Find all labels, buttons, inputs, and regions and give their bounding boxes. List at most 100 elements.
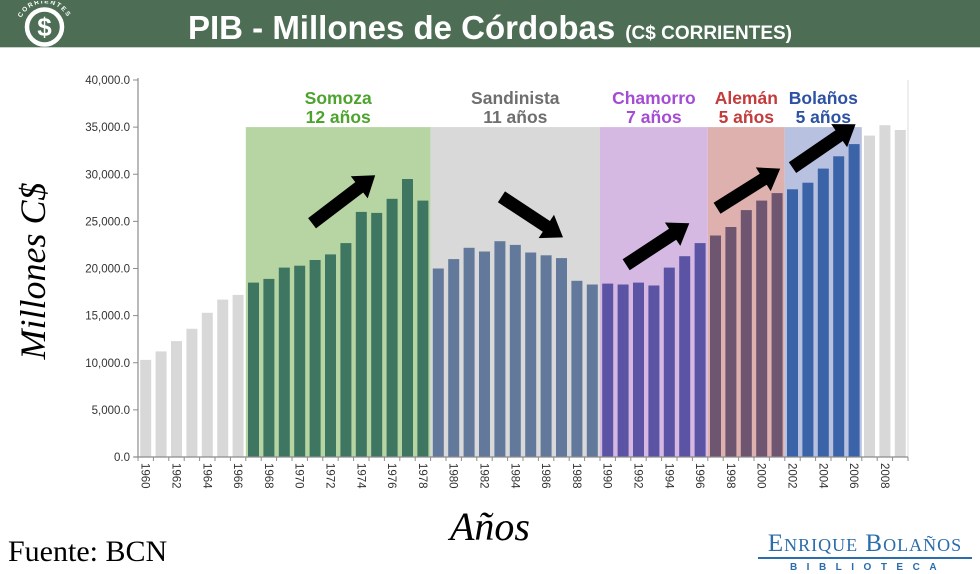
bar-1967 xyxy=(248,282,259,457)
era-label-chamorro: Chamorro xyxy=(612,88,696,108)
bar-1969 xyxy=(278,267,290,457)
bar-2000 xyxy=(756,200,768,457)
bar-1961 xyxy=(155,351,167,457)
bar-1991 xyxy=(617,284,629,457)
bar-1963 xyxy=(186,328,198,457)
x-tick-label: 1974 xyxy=(354,463,366,489)
page-subtitle: (C$ CORRIENTES) xyxy=(625,23,792,44)
x-tick-label: 1968 xyxy=(262,463,274,489)
bar-1976 xyxy=(386,198,398,458)
enrique-bolanos-biblioteca-logo: Enrique Bolaños BIBLIOTECA xyxy=(758,531,972,573)
era-label-alemán: Alemán xyxy=(715,88,778,108)
bar-1990 xyxy=(602,283,614,457)
x-tick-label: 1980 xyxy=(447,463,459,489)
bar-1993 xyxy=(648,285,660,457)
era-label-bolaños-duration: 5 años xyxy=(796,107,852,127)
bar-1980 xyxy=(448,259,460,457)
x-tick-label: 2008 xyxy=(878,463,890,489)
bar-1960 xyxy=(140,359,152,457)
bar-1970 xyxy=(294,265,306,457)
x-tick-label: 2000 xyxy=(755,463,767,489)
x-tick-label: 1970 xyxy=(293,463,305,489)
x-tick-label: 2004 xyxy=(816,463,828,489)
trend-arrow-up-right xyxy=(308,175,376,229)
bar-2004 xyxy=(817,168,829,457)
y-tick-label: 35,000.0 xyxy=(85,122,130,134)
header-title-group: PIB - Millones de Córdobas (C$ CORRIENTE… xyxy=(0,0,980,47)
y-axis-title: Millones C$ xyxy=(13,182,53,360)
logo-name: Enrique Bolaños xyxy=(758,531,972,559)
bar-1999 xyxy=(740,210,752,457)
x-tick-label: 1996 xyxy=(693,463,705,489)
era-label-sandinista: Sandinista xyxy=(471,88,560,108)
x-axis-ticks: 1960 1962 1964 1966 1968 1970 1972 1974 1976 1978… xyxy=(137,457,909,489)
y-tick-label: 0.0 xyxy=(114,452,130,464)
y-tick-label: 30,000.0 xyxy=(85,169,130,181)
bar-1972 xyxy=(325,254,336,457)
bar-1995 xyxy=(679,256,691,457)
bar-1979 xyxy=(432,268,444,457)
bar-2001 xyxy=(771,193,783,457)
trend-arrow-up-right xyxy=(788,124,856,173)
x-tick-label: 1972 xyxy=(324,463,336,489)
bar-1994 xyxy=(663,267,675,457)
x-tick-label: 1988 xyxy=(570,463,582,489)
svg-text:$: $ xyxy=(37,12,52,42)
bar-1965 xyxy=(217,299,229,457)
x-tick-label: 1960 xyxy=(139,463,151,489)
bar-1966 xyxy=(232,294,244,457)
logo-subtitle: BIBLIOTECA xyxy=(789,562,947,573)
bar-1983 xyxy=(494,241,506,457)
x-tick-label: 1990 xyxy=(601,463,613,489)
x-tick-label: 2002 xyxy=(786,463,798,489)
trend-arrows xyxy=(308,124,856,271)
era-label-somoza-duration: 12 años xyxy=(306,107,371,127)
x-tick-label: 1986 xyxy=(539,463,551,489)
bar-1978 xyxy=(417,200,429,457)
x-tick-label: 2006 xyxy=(847,463,859,489)
bar-2005 xyxy=(833,156,845,458)
x-tick-label: 1994 xyxy=(662,463,674,489)
bar-1986 xyxy=(540,255,552,457)
bar-1984 xyxy=(509,244,521,457)
bar-1985 xyxy=(525,252,537,457)
bar-1975 xyxy=(371,212,383,457)
era-label-somoza: Somoza xyxy=(305,88,372,108)
bar-1964 xyxy=(201,312,213,457)
x-tick-label: 1978 xyxy=(416,463,428,489)
bars xyxy=(140,125,906,458)
bar-2006 xyxy=(848,144,860,457)
header-bar: $ CORRIENTES PIB - Millones de Córdobas … xyxy=(0,0,980,48)
bar-2008 xyxy=(879,125,891,457)
bar-1998 xyxy=(725,227,737,457)
y-tick-label: 25,000.0 xyxy=(85,216,130,228)
bar-1982 xyxy=(479,251,490,457)
era-label-chamorro-duration: 7 años xyxy=(626,107,682,127)
axes xyxy=(134,78,908,458)
bar-2002 xyxy=(787,189,798,458)
bar-1977 xyxy=(402,179,413,457)
x-tick-label: 1976 xyxy=(385,463,397,489)
bar-1988 xyxy=(571,280,583,457)
bar-1973 xyxy=(340,243,352,457)
era-label-alemán-duration: 5 años xyxy=(719,107,775,127)
bar-1989 xyxy=(586,284,598,457)
y-tick-label: 15,000.0 xyxy=(85,311,130,323)
bar-1974 xyxy=(355,211,367,457)
bar-2007 xyxy=(864,135,875,457)
y-tick-label: 5,000.0 xyxy=(92,405,130,417)
y-axis-ticks: 0.0 5,000.0 10,000.0 15,000.0 20,000.0 25,000… xyxy=(85,75,138,464)
x-tick-label: 1966 xyxy=(231,463,243,489)
bar-2009 xyxy=(894,130,906,457)
era-label-bolaños: Bolaños xyxy=(789,88,858,108)
bar-1971 xyxy=(309,260,321,457)
x-tick-label: 1998 xyxy=(724,463,736,489)
bar-1992 xyxy=(633,282,644,457)
y-tick-label: 10,000.0 xyxy=(85,358,130,370)
bar-1997 xyxy=(710,235,721,457)
x-tick-label: 1982 xyxy=(478,463,490,489)
trend-arrow-down-right xyxy=(497,191,563,239)
x-axis-title: Años xyxy=(450,504,530,549)
